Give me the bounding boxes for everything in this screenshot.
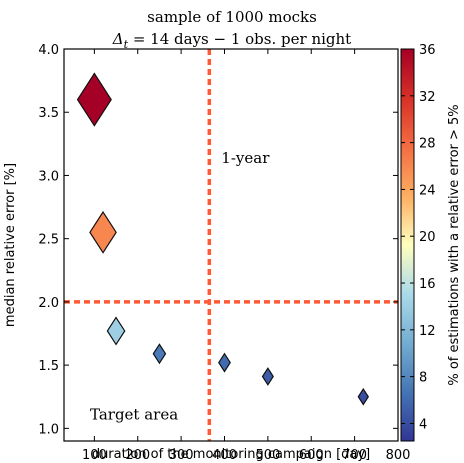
- data-point: [357, 387, 369, 406]
- annotations: 1-year Target area: [90, 149, 270, 424]
- data-point: [106, 316, 126, 346]
- x-tick-label: 500: [255, 448, 280, 463]
- x-axis: 100 200 300 400 500 600 700 800: [82, 49, 410, 463]
- chart-title-line2: Δt = 14 days − 1 obs. per night: [112, 30, 351, 51]
- annotation-one-year: 1-year: [221, 149, 270, 167]
- title-delta: Δ: [112, 30, 124, 48]
- annotation-target-area: Target area: [90, 406, 178, 424]
- x-tick-label: 300: [169, 448, 194, 463]
- y-tick-label: 2.5: [38, 233, 59, 248]
- x-tick-label: 700: [342, 448, 367, 463]
- data-point: [89, 210, 117, 254]
- colorbar-tick-label: 16: [419, 277, 436, 292]
- x-axis-label: duration of the monitoring campaign [day…: [92, 447, 370, 462]
- title-delta-sub: t: [124, 38, 129, 51]
- y-axis: 1.0 1.5 2.0 2.5 3.0 3.5 4.0: [38, 43, 398, 437]
- y-tick-label: 2.0: [38, 296, 59, 311]
- y-tick-label: 1.5: [38, 359, 59, 374]
- colorbar-ticks: 4 8 12 16 20 24 28 32 36: [401, 43, 436, 432]
- data-point: [218, 352, 231, 373]
- title-line2-rest: = 14 days − 1 obs. per night: [128, 30, 351, 48]
- x-tick-label: 400: [212, 448, 237, 463]
- y-tick-label: 1.0: [38, 422, 59, 437]
- data-point: [261, 367, 274, 386]
- colorbar-tick-label: 32: [419, 90, 436, 105]
- data-point: [76, 72, 112, 127]
- plot-frame: [63, 48, 399, 442]
- colorbar-label: % of estimations with a relative error >…: [447, 104, 462, 385]
- chart-title-line1: sample of 1000 mocks: [147, 8, 317, 26]
- plot-area: [64, 49, 398, 441]
- colorbar-tick-label: 20: [419, 230, 436, 245]
- y-tick-label: 3.0: [38, 169, 59, 184]
- x-tick-label: 600: [299, 448, 324, 463]
- colorbar-tick-label: 4: [419, 417, 427, 432]
- data-point: [152, 343, 167, 365]
- colorbar-tick-label: 24: [419, 183, 436, 198]
- x-tick-label: 200: [125, 448, 150, 463]
- colorbar-tick-label: 36: [419, 43, 436, 58]
- y-tick-label: 4.0: [38, 43, 59, 58]
- reference-lines: [64, 49, 398, 441]
- colorbar-tick-label: 28: [419, 137, 436, 152]
- x-tick-label: 100: [82, 448, 107, 463]
- y-tick-label: 3.5: [38, 106, 59, 121]
- colorbar-tick-label: 8: [419, 371, 427, 386]
- x-tick-label: 800: [386, 448, 411, 463]
- colorbar: [400, 48, 415, 442]
- colorbar-tick-label: 12: [419, 324, 436, 339]
- y-axis-label: median relative error [%]: [3, 163, 18, 327]
- data-points: [76, 72, 369, 406]
